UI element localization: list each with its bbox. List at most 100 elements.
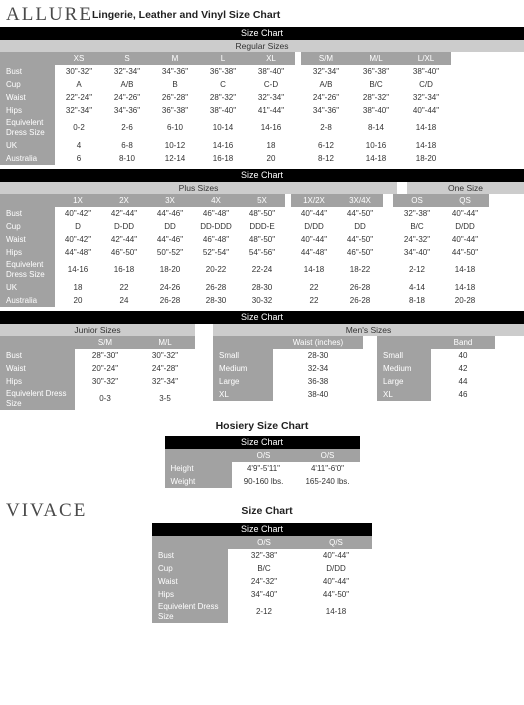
junior-mens: Size Chart Junior Sizes S/MM/LBust28"-30… — [0, 311, 524, 410]
cell: 38-40 — [273, 388, 363, 401]
cell: 24"-26" — [301, 91, 351, 104]
cell: 8-18 — [393, 294, 441, 307]
cell: 44"-50" — [337, 207, 383, 220]
cell: 2-12 — [393, 259, 441, 281]
cell: 40"-44" — [441, 233, 489, 246]
cell: 28-30 — [193, 294, 239, 307]
cell: 8-14 — [351, 117, 401, 139]
cell: Hips — [0, 104, 55, 117]
cell: S/M — [75, 336, 135, 349]
cell — [0, 336, 75, 349]
cell: 46"-50" — [101, 246, 147, 259]
cell: 36"-38" — [151, 104, 199, 117]
cell: 44"-46" — [147, 233, 193, 246]
cell: L/XL — [401, 52, 451, 65]
cell — [0, 52, 55, 65]
cell: B/C — [351, 78, 401, 91]
cell: 34"-36" — [301, 104, 351, 117]
cell: Waist — [152, 575, 228, 588]
cell: 40"-44" — [441, 207, 489, 220]
cell: 32"-34" — [401, 91, 451, 104]
vivace-chart: Size Chart O/SQ/SBust32"-38"40"-44"CupB/… — [152, 523, 372, 623]
cell: 32"-38" — [228, 549, 300, 562]
cell: M/L — [135, 336, 195, 349]
cell: 48"-50" — [239, 233, 285, 246]
cell: 18-20 — [147, 259, 193, 281]
cell: 24"-32" — [228, 575, 300, 588]
cell: M — [151, 52, 199, 65]
cell — [213, 336, 273, 349]
cell: 24"-28" — [135, 362, 195, 375]
cell: C/D — [401, 78, 451, 91]
cell: Waist — [0, 233, 55, 246]
regular-sizes: Size Chart Regular Sizes XSSMLXLS/MM/LL/… — [0, 27, 524, 165]
cell: L — [199, 52, 247, 65]
cell: 44"-50" — [337, 233, 383, 246]
cell: 30-32 — [239, 294, 285, 307]
cell: Large — [213, 375, 273, 388]
cell: 30"-32" — [135, 349, 195, 362]
cell: 28"-32" — [199, 91, 247, 104]
cell: 26"-28" — [151, 91, 199, 104]
cell: 18 — [247, 139, 295, 152]
cell: 24-26 — [147, 281, 193, 294]
cell: 16-18 — [101, 259, 147, 281]
cell: S/M — [301, 52, 351, 65]
cell: 10-16 — [351, 139, 401, 152]
cell: 32"-34" — [301, 65, 351, 78]
cell: XL — [247, 52, 295, 65]
cell: O/S — [228, 536, 300, 549]
cell: Bust — [0, 207, 55, 220]
cell: 6-10 — [151, 117, 199, 139]
cell: 42"-44" — [101, 207, 147, 220]
cell: B/C — [228, 562, 300, 575]
cell: 0-2 — [55, 117, 103, 139]
cell: C — [199, 78, 247, 91]
cell: D/DD — [291, 220, 337, 233]
cell: 32-34 — [273, 362, 363, 375]
cell: 44"-50" — [441, 246, 489, 259]
cell: 40 — [431, 349, 495, 362]
cell: 4X — [193, 194, 239, 207]
cell: Equivelent Dress Size — [0, 388, 75, 410]
cell: 2-8 — [301, 117, 351, 139]
cell: 6 — [55, 152, 103, 165]
cell: 26-28 — [147, 294, 193, 307]
cell: DD-DDD — [193, 220, 239, 233]
cell: 26-28 — [337, 294, 383, 307]
cell: 26-28 — [337, 281, 383, 294]
cell: Small — [377, 349, 431, 362]
cell: 40"-44" — [300, 575, 372, 588]
cell: Weight — [165, 475, 232, 488]
cell: QS — [441, 194, 489, 207]
cell: 46"-50" — [337, 246, 383, 259]
cell: 44"-48" — [55, 246, 101, 259]
cell: 28-30 — [239, 281, 285, 294]
cell: 14-18 — [441, 281, 489, 294]
cell: 32"-38" — [393, 207, 441, 220]
cell: XL — [377, 388, 431, 401]
cell: 2X — [101, 194, 147, 207]
cell: 46"-48" — [193, 207, 239, 220]
cell: 52"-54" — [193, 246, 239, 259]
cell: 4'9"-5'11" — [232, 462, 296, 475]
plus-sub: Plus Sizes — [0, 182, 397, 194]
cell: 14-18 — [401, 139, 451, 152]
cell: 20"-24" — [75, 362, 135, 375]
cell: A/B — [103, 78, 151, 91]
cell: 14-16 — [247, 117, 295, 139]
cell: 34"-40" — [228, 588, 300, 601]
cell: M/L — [351, 52, 401, 65]
cell: 38"-40" — [401, 65, 451, 78]
cell: 54"-56" — [239, 246, 285, 259]
cell: 41"-44" — [247, 104, 295, 117]
cell: 40"-44" — [401, 104, 451, 117]
cell: Cup — [0, 220, 55, 233]
cell: Medium — [213, 362, 273, 375]
cell: 18 — [55, 281, 101, 294]
cell: UK — [0, 139, 55, 152]
cell: 22 — [291, 294, 337, 307]
cell: Waist (inches) — [273, 336, 363, 349]
cell: 44"-50" — [300, 588, 372, 601]
cell: 14-18 — [441, 259, 489, 281]
